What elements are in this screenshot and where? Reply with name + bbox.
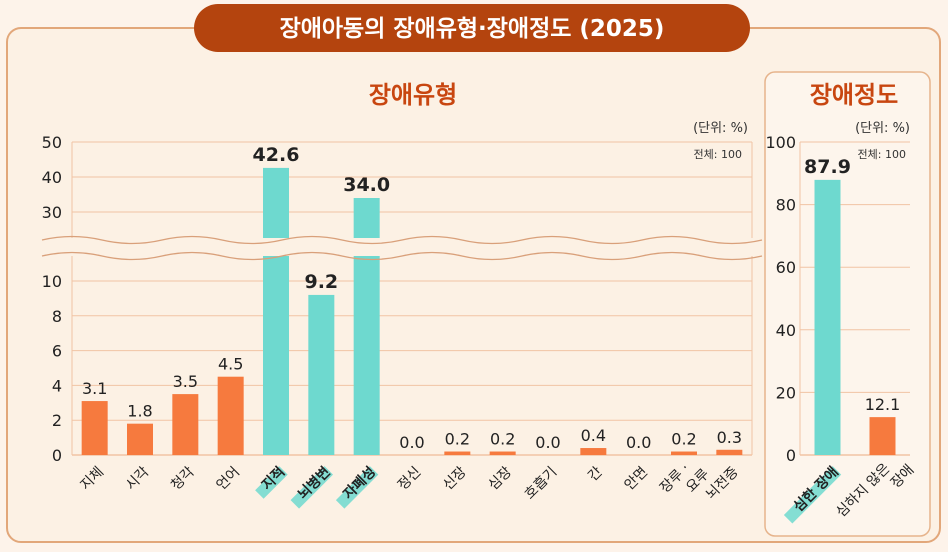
- degree-ytick-label: 0: [786, 446, 796, 465]
- type-ytick-label: 4: [52, 376, 62, 395]
- degree-ytick-label: 80: [776, 196, 796, 215]
- type-bar: [263, 167, 289, 455]
- degree-value-label: 12.1: [865, 395, 901, 414]
- degree-ytick-label: 60: [776, 258, 796, 277]
- title-banner: [194, 4, 750, 52]
- type-bar: [308, 294, 335, 455]
- type-value-label: 0.0: [626, 433, 651, 452]
- type-bar: [489, 451, 516, 455]
- type-bar: [580, 448, 607, 455]
- type-ytick-label: 6: [52, 342, 62, 361]
- degree-chart-heading: 장애정도: [810, 81, 898, 109]
- type-ytick-label: 10: [42, 272, 62, 291]
- degree-total-note: 전체: 100: [858, 148, 906, 161]
- chart-title: 장애아동의 장애유형·장애정도 (2025): [280, 16, 665, 42]
- type-total-note: 전체: 100: [694, 148, 742, 161]
- type-value-label: 0.0: [399, 433, 424, 452]
- type-ytick-label: 2: [52, 411, 62, 430]
- axis-break-line: [41, 251, 763, 261]
- type-value-label: 0.4: [581, 426, 606, 445]
- axis-break-band: [42, 238, 762, 256]
- type-ytick-label: 50: [42, 133, 62, 152]
- type-category-highlight: [255, 466, 288, 499]
- degree-bar: [869, 417, 896, 455]
- type-value-label: 0.2: [490, 430, 515, 449]
- type-bar: [217, 376, 244, 455]
- type-bar: [172, 394, 199, 455]
- degree-bar: [814, 179, 841, 456]
- type-value-label: 0.2: [671, 430, 696, 449]
- axis-break-line: [41, 235, 763, 245]
- type-value-label: 3.5: [173, 372, 198, 391]
- type-ytick-label: 40: [42, 168, 62, 187]
- type-category-highlight: [290, 466, 333, 509]
- type-value-label: 1.8: [127, 402, 152, 421]
- type-ytick-label: 8: [52, 307, 62, 326]
- type-bar: [671, 451, 697, 455]
- type-chart-heading: 장애유형: [369, 81, 457, 109]
- type-value-label: 0.0: [535, 433, 560, 452]
- degree-unit-label: (단위: %): [855, 121, 910, 136]
- type-bar: [444, 451, 471, 455]
- type-value-label: 9.2: [304, 271, 338, 293]
- type-ytick-label: 30: [42, 203, 62, 222]
- type-bar: [127, 423, 153, 455]
- type-value-label: 42.6: [253, 144, 300, 166]
- type-bar: [81, 401, 108, 455]
- degree-value-label: 87.9: [804, 156, 851, 178]
- type-value-label: 0.2: [445, 430, 470, 449]
- type-unit-label: (단위: %): [693, 121, 748, 136]
- type-bar: [716, 449, 743, 455]
- type-bar: [353, 198, 380, 455]
- degree-category-highlight: [783, 466, 842, 524]
- type-value-label: 3.1: [82, 379, 107, 398]
- type-value-label: 0.3: [717, 428, 742, 447]
- axis-break: [41, 235, 763, 261]
- axis-layer: 0 2 4 6 8 10 30 40 50 0 20 40 60 80 100: [42, 133, 796, 465]
- type-category-highlight: [335, 466, 379, 509]
- type-value-label: 4.5: [218, 355, 243, 374]
- type-ytick-label: 0: [52, 446, 62, 465]
- type-value-label: 34.0: [343, 174, 390, 196]
- degree-ytick-label: 40: [776, 321, 796, 340]
- degree-ytick-label: 100: [765, 133, 796, 152]
- degree-ytick-label: 20: [776, 383, 796, 402]
